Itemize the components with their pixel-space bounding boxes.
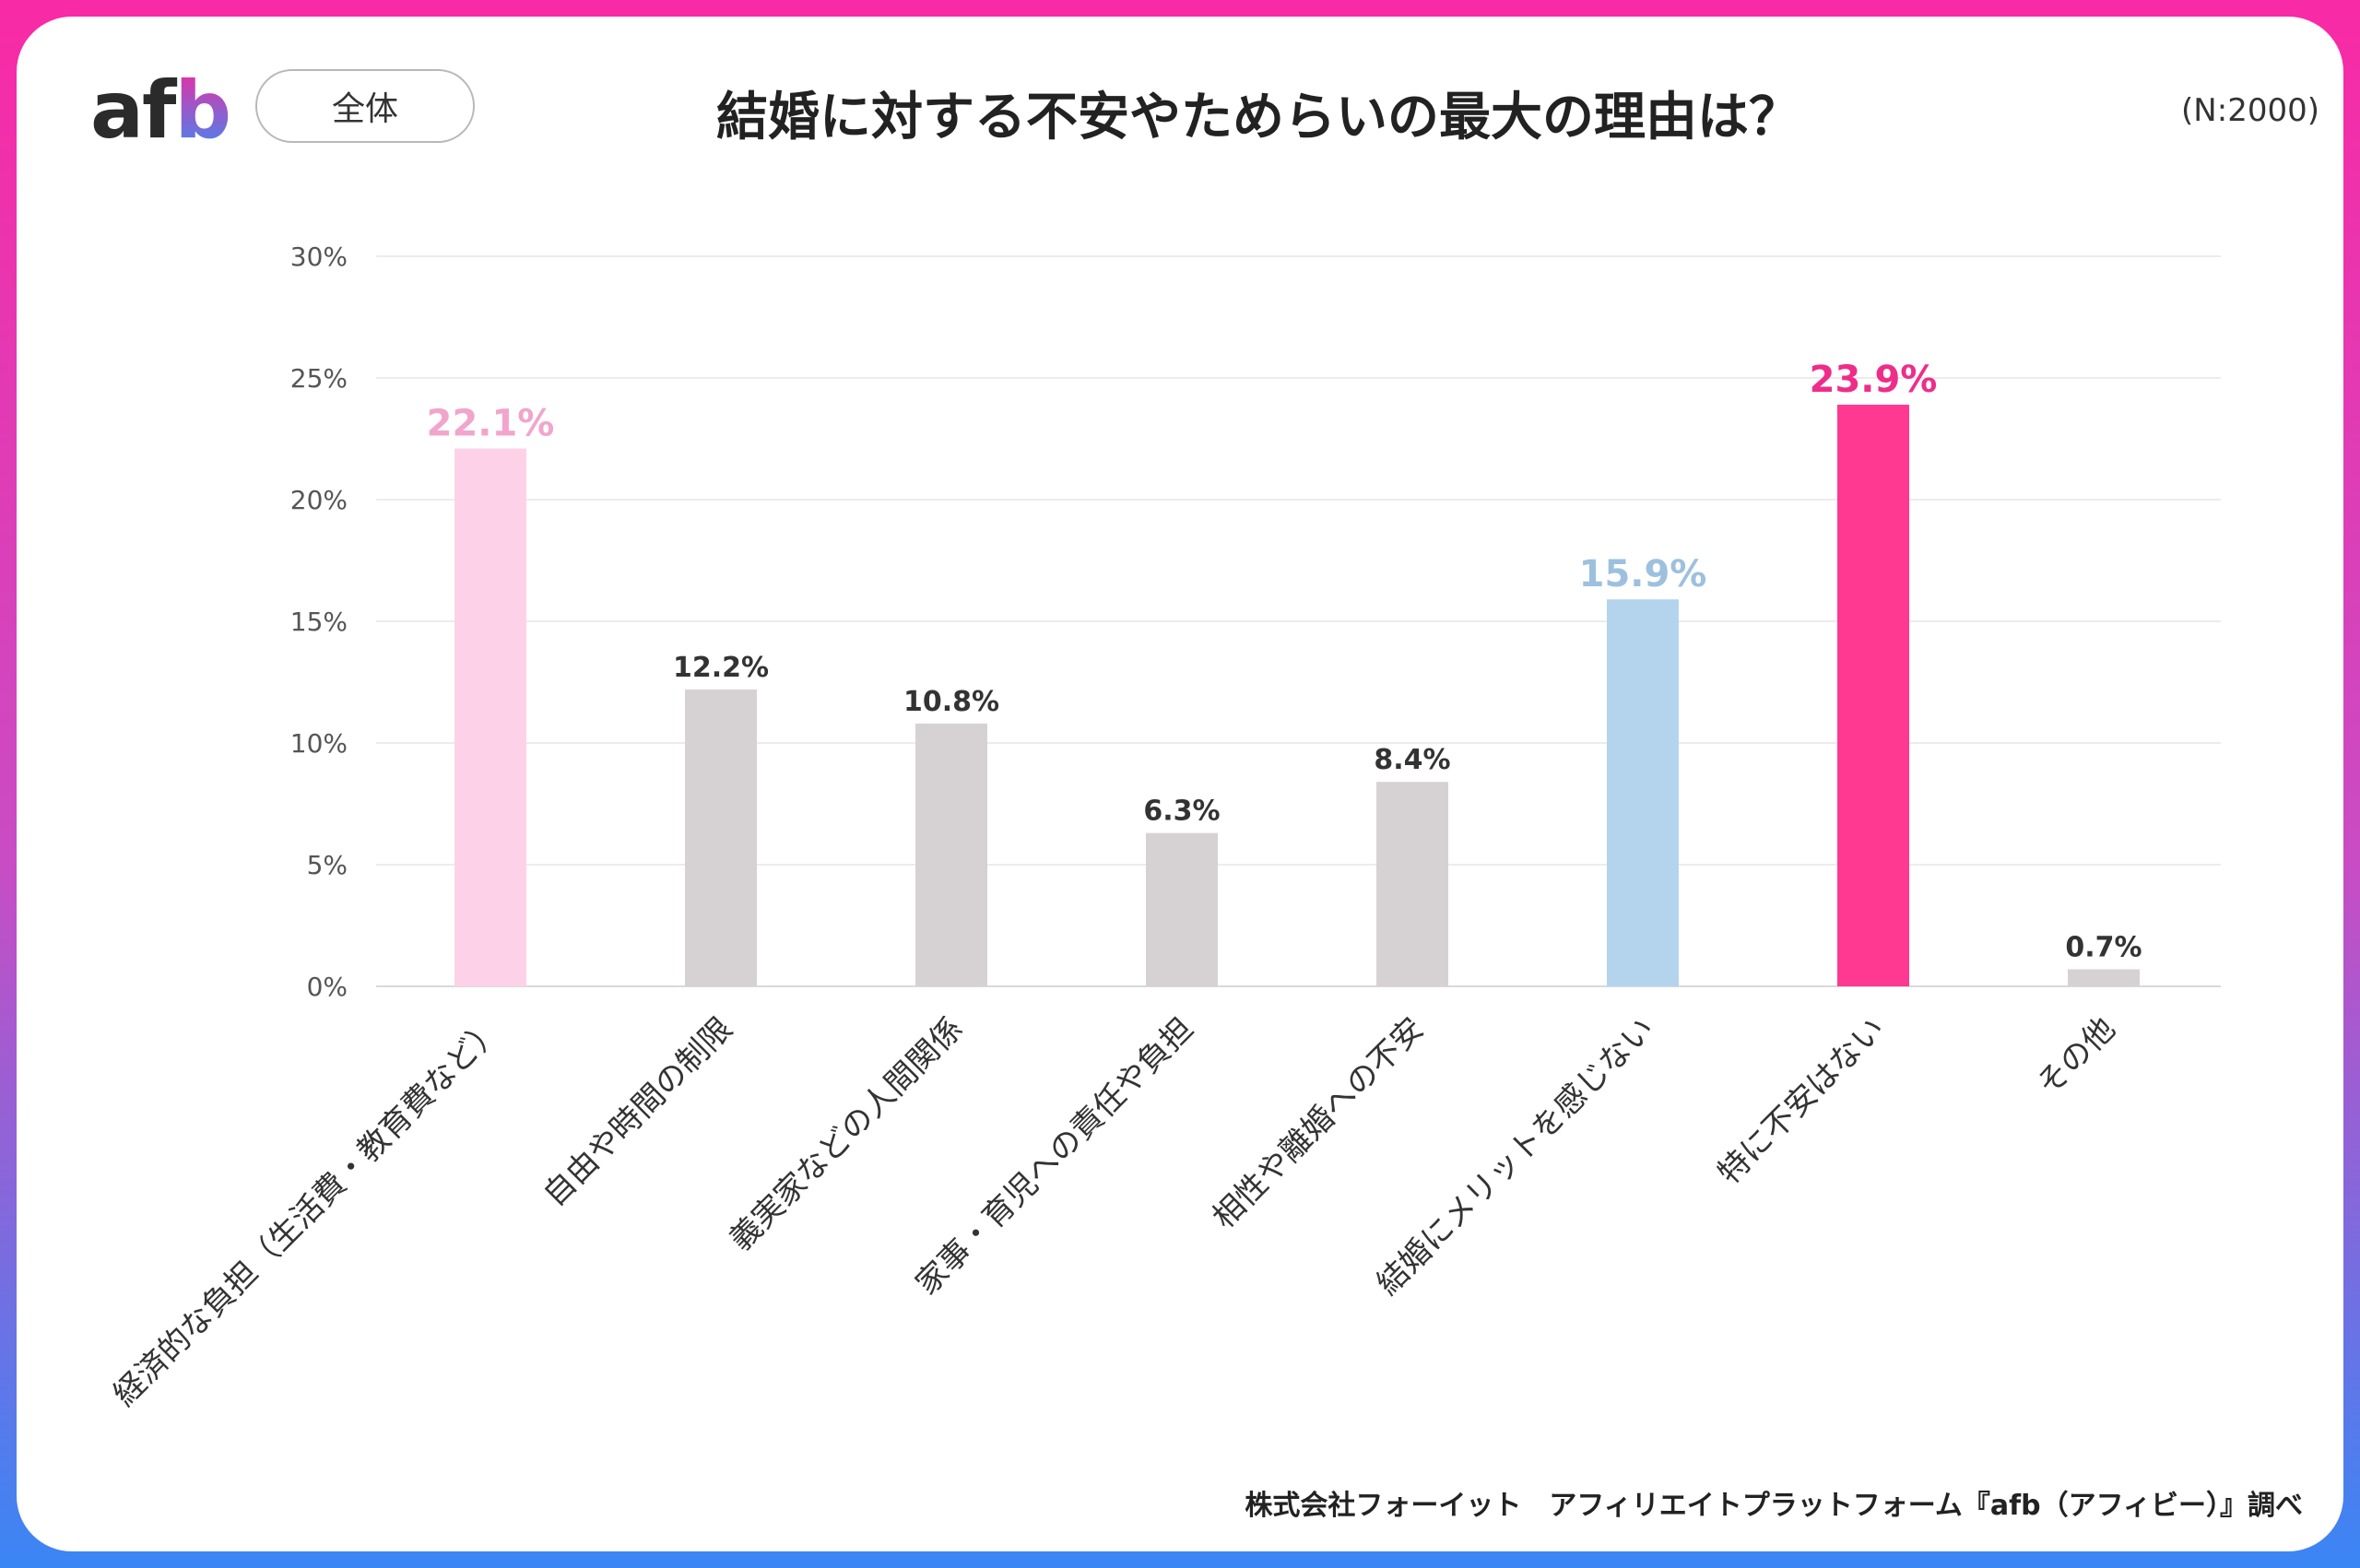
y-tick-label: 20% <box>290 485 348 515</box>
bar <box>915 723 987 986</box>
x-tick-label: 経済的な負担（生活費・教育費など） <box>106 1010 509 1413</box>
bar <box>1837 405 1909 986</box>
bar <box>1607 599 1679 986</box>
y-tick-label: 30% <box>290 242 348 272</box>
data-label: 10.8% <box>903 686 999 718</box>
x-tick-label: 義実家などの人間関係 <box>723 1010 971 1258</box>
y-tick-label: 10% <box>290 728 348 759</box>
bar <box>685 689 757 986</box>
x-tick-label: その他 <box>2030 1010 2122 1102</box>
chart-title: 結婚に対する不安やためらいの最大の理由は？ <box>716 88 1800 147</box>
source-note: 株式会社フォーイット アフィリエイトプラットフォーム『afb（アフィビー）』調べ <box>1245 1490 2303 1522</box>
y-tick-label: 5% <box>307 850 348 880</box>
data-label: 12.2% <box>673 652 769 684</box>
bar <box>454 448 526 986</box>
y-tick-label: 25% <box>290 363 348 394</box>
y-tick-label: 15% <box>290 607 348 637</box>
data-label: 8.4% <box>1374 744 1450 776</box>
data-label: 0.7% <box>2065 932 2142 964</box>
bar <box>2068 969 2140 986</box>
x-tick-label: 相性や離婚への不安 <box>1206 1010 1432 1236</box>
y-tick-label: 0% <box>307 972 348 1002</box>
sample-size: (N:2000) <box>2181 92 2319 129</box>
afb-logo: afb <box>90 65 231 157</box>
data-label: 23.9% <box>1810 359 1938 401</box>
data-label: 22.1% <box>427 403 555 445</box>
chart-card <box>17 17 2343 1551</box>
x-tick-label: 自由や時間の制限 <box>537 1010 740 1214</box>
data-label: 6.3% <box>1143 796 1220 828</box>
x-tick-label: 特に不安はない <box>1711 1010 1893 1192</box>
bar <box>1376 782 1448 986</box>
segment-badge: 全体 <box>255 69 475 143</box>
bar <box>1146 832 1218 986</box>
data-label: 15.9% <box>1579 553 1707 595</box>
